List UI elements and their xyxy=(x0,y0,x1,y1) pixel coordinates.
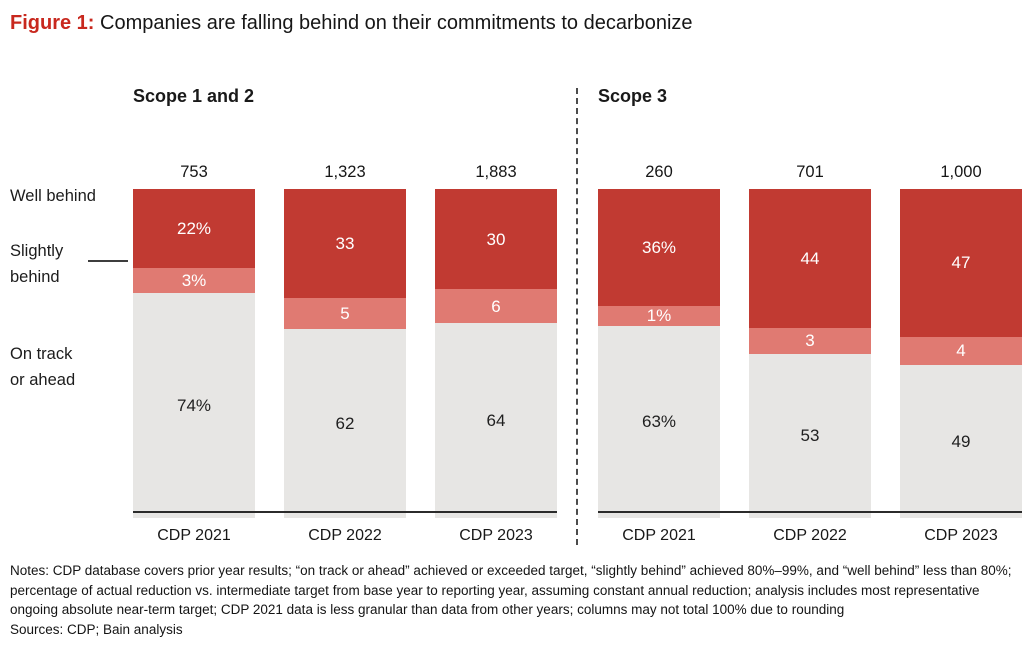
segment-well-behind: 47 xyxy=(900,189,1022,337)
segment-value-label: 62 xyxy=(335,413,355,433)
x-axis-line xyxy=(133,511,557,513)
figure-title-main: Companies are falling behind on their co… xyxy=(100,12,693,34)
x-axis-label: CDP 2021 xyxy=(622,527,696,544)
bar-stack: 30 6 64 xyxy=(435,189,557,519)
stacked-bar-cdp-2023: 1,000 47 4 49 xyxy=(900,150,1022,518)
segment-slightly-behind: 3% xyxy=(133,267,255,294)
segment-value-label: 5 xyxy=(340,303,350,323)
category-axis-labels: CDP 2021 CDP 2022 CDP 2023 xyxy=(598,519,1022,545)
row-label-slightly-behind: Slightly behind xyxy=(10,242,64,286)
x-axis-line xyxy=(598,511,1022,513)
segment-slightly-behind: 4 xyxy=(900,336,1022,365)
x-axis-label: CDP 2022 xyxy=(308,527,382,544)
bar-total-count: 1,883 xyxy=(475,163,517,181)
x-axis-label: CDP 2021 xyxy=(157,527,231,544)
bars-row: 260 36% 1% 63% 701 44 3 53 1,000 47 4 49 xyxy=(598,150,1022,518)
footnotes: Notes: CDP database covers prior year re… xyxy=(10,561,1022,639)
row-label-well-behind: Well behind xyxy=(10,187,96,205)
segment-slightly-behind: 5 xyxy=(284,297,406,329)
segment-on-track: 74% xyxy=(133,293,255,518)
stacked-bar-cdp-2021: 260 36% 1% 63% xyxy=(598,150,720,518)
segment-slightly-behind: 3 xyxy=(749,328,871,354)
segment-on-track: 63% xyxy=(598,325,720,518)
bar-stack: 33 5 62 xyxy=(284,189,406,518)
row-label-on-track-or-ahead: On track or ahead xyxy=(10,345,76,389)
segment-value-label: 3 xyxy=(805,331,815,351)
segment-on-track: 53 xyxy=(749,353,871,518)
segment-value-label: 22% xyxy=(176,218,212,238)
segment-value-label: 36% xyxy=(641,238,677,258)
panel-scope-1-and-2: Scope 1 and 2 753 22% 3% 74% 1,323 33 5 62 1,883 3… xyxy=(133,86,557,556)
bar-total-count: 1,323 xyxy=(324,163,366,181)
panel-divider-dashed-line xyxy=(576,88,578,545)
segment-value-label: 3% xyxy=(181,270,207,290)
segment-value-label: 4 xyxy=(956,341,966,361)
segment-value-label: 33 xyxy=(335,233,355,253)
x-axis-label: CDP 2023 xyxy=(459,527,533,544)
panel-title: Scope 1 and 2 xyxy=(133,86,255,106)
sources-text: Sources: CDP; Bain analysis xyxy=(10,621,183,637)
bar-stack: 44 3 53 xyxy=(749,189,871,518)
segment-slightly-behind: 6 xyxy=(435,289,557,324)
segment-on-track: 62 xyxy=(284,328,406,518)
segment-slightly-behind: 1% xyxy=(598,306,720,326)
bar-total-count: 1,000 xyxy=(940,163,982,181)
segment-well-behind: 36% xyxy=(598,189,720,307)
bar-stack: 22% 3% 74% xyxy=(133,189,255,518)
segment-value-label: 63% xyxy=(641,412,677,432)
segment-value-label: 53 xyxy=(800,426,820,446)
segment-value-label: 6 xyxy=(491,296,501,316)
segment-value-label: 44 xyxy=(800,249,820,269)
panel-scope-3: Scope 3 260 36% 1% 63% 701 44 3 53 1,000 47 4 49 CDP … xyxy=(598,86,1022,556)
panel-title: Scope 3 xyxy=(598,86,668,106)
segment-on-track: 64 xyxy=(435,323,557,519)
segment-well-behind: 22% xyxy=(133,189,255,268)
segment-value-label: 30 xyxy=(486,229,506,249)
slightly-behind-leader-line xyxy=(88,260,128,262)
bar-total-count: 260 xyxy=(645,163,673,181)
segment-well-behind: 30 xyxy=(435,189,557,290)
segment-well-behind: 44 xyxy=(749,189,871,329)
stacked-bar-cdp-2021: 753 22% 3% 74% xyxy=(133,150,255,518)
bar-total-count: 701 xyxy=(796,163,824,181)
segment-value-label: 49 xyxy=(951,431,971,451)
segment-value-label: 47 xyxy=(951,253,971,273)
bar-total-count: 753 xyxy=(180,163,208,181)
stacked-bar-cdp-2022: 1,323 33 5 62 xyxy=(284,150,406,518)
stacked-bar-cdp-2023: 1,883 30 6 64 xyxy=(435,150,557,519)
bar-stack: 47 4 49 xyxy=(900,189,1022,518)
category-axis-labels: CDP 2021 CDP 2022 CDP 2023 xyxy=(133,519,557,545)
segment-well-behind: 33 xyxy=(284,189,406,298)
figure-title: Figure 1: Companies are falling behind o… xyxy=(10,11,693,35)
notes-text: Notes: CDP database covers prior year re… xyxy=(10,563,1012,617)
bar-stack: 36% 1% 63% xyxy=(598,189,720,518)
x-axis-label: CDP 2022 xyxy=(773,527,847,544)
figure-label: Figure 1: xyxy=(10,12,95,34)
bars-row: 753 22% 3% 74% 1,323 33 5 62 1,883 30 6 64 xyxy=(133,150,557,519)
stacked-bar-cdp-2022: 701 44 3 53 xyxy=(749,150,871,518)
segment-value-label: 64 xyxy=(486,411,506,431)
segment-value-label: 1% xyxy=(646,306,672,326)
x-axis-label: CDP 2023 xyxy=(924,527,998,544)
segment-value-label: 74% xyxy=(176,396,212,416)
segment-on-track: 49 xyxy=(900,364,1022,518)
